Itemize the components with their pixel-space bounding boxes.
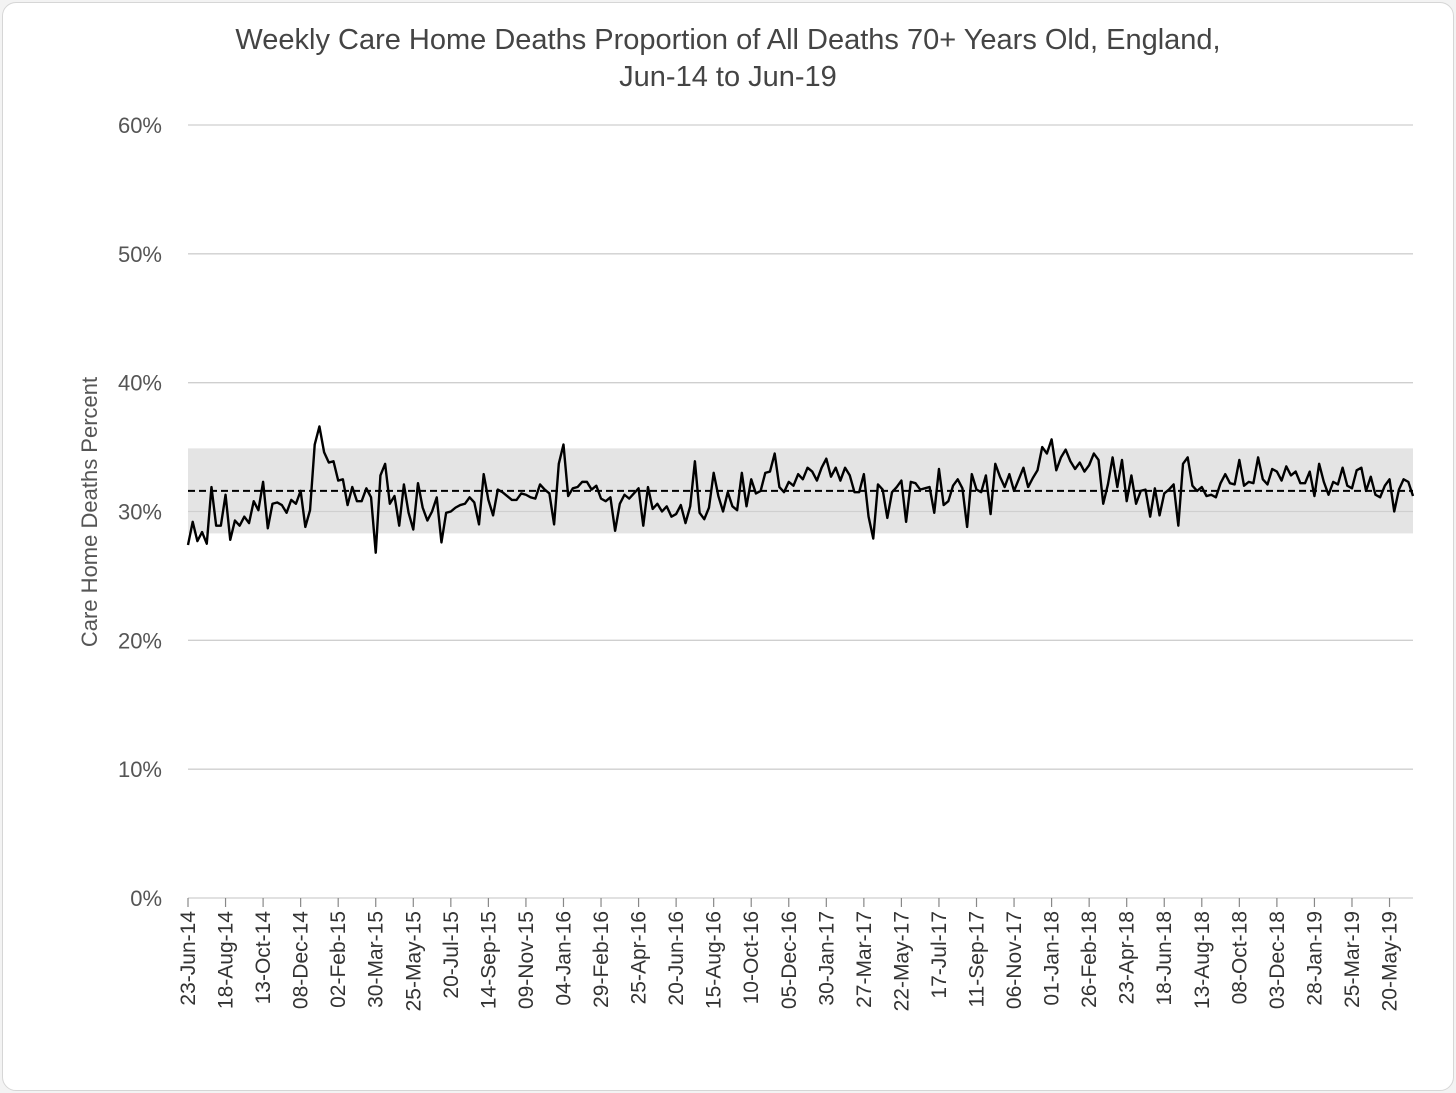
series-line (186, 425, 1415, 554)
x-tick-label: 13-Aug-18 (1191, 911, 1214, 1009)
x-tick-label: 03-Dec-18 (1266, 911, 1289, 1009)
x-axis: 23-Jun-14 18-Aug-14 13-Oct-14 08-Dec-14 02-F… (177, 898, 1402, 1011)
x-tick-label: 06-Nov-17 (1003, 911, 1026, 1009)
y-tick-label: 10% (118, 757, 162, 782)
x-tick-label: 02-Feb-15 (327, 911, 350, 1008)
x-tick-label: 29-Feb-16 (590, 911, 613, 1008)
control-band-layer (188, 448, 1413, 534)
x-tick-label: 30-Mar-15 (365, 911, 388, 1008)
x-tick-label: 17-Jul-17 (928, 911, 951, 999)
y-tick-label: 30% (118, 500, 162, 525)
x-tick-label: 23-Apr-18 (1116, 911, 1139, 1004)
x-tick-label: 10-Oct-16 (740, 911, 763, 1004)
x-tick-label: 22-May-17 (890, 911, 913, 1011)
chart-subtitle: Jun-14 to Jun-19 (619, 61, 837, 93)
x-tick-label: 20-Jun-16 (665, 911, 688, 1006)
y-tick-label: 40% (118, 371, 162, 396)
x-tick-label: 28-Jan-19 (1303, 911, 1326, 1006)
x-tick-label: 04-Jan-16 (552, 911, 575, 1006)
x-tick-label: 20-May-19 (1379, 911, 1402, 1011)
y-axis-label: Care Home Deaths Percent (77, 377, 102, 647)
series-layer (186, 425, 1415, 554)
x-tick-label: 08-Dec-14 (290, 911, 313, 1009)
gridlines (188, 124, 1413, 899)
x-tick-label: 18-Aug-14 (215, 911, 238, 1009)
x-tick-label: 20-Jul-15 (440, 911, 463, 999)
x-tick-label: 01-Jan-18 (1041, 911, 1064, 1006)
x-tick-label: 11-Sep-17 (966, 911, 989, 1008)
x-tick-label: 30-Jan-17 (815, 911, 838, 1006)
y-tick-label: 0% (130, 886, 162, 911)
y-tick-label: 20% (118, 628, 162, 653)
x-tick-label: 18-Jun-18 (1153, 911, 1176, 1006)
x-tick-label: 08-Oct-18 (1228, 911, 1251, 1004)
control-band (188, 448, 1413, 534)
x-tick-label: 25-Mar-19 (1341, 911, 1364, 1008)
y-axis-ticks: 0% 10% 20% 30% 40% 50% 60% (118, 113, 162, 911)
x-tick-label: 14-Sep-15 (477, 911, 500, 1009)
x-tick-label: 23-Jun-14 (177, 911, 200, 1006)
x-tick-label: 27-Mar-17 (853, 911, 876, 1008)
y-tick-label: 50% (118, 242, 162, 267)
x-tick-label: 25-Apr-16 (628, 911, 651, 1004)
y-tick-label: 60% (118, 113, 162, 138)
x-tick-label: 09-Nov-15 (515, 911, 538, 1009)
x-tick-label: 15-Aug-16 (703, 911, 726, 1009)
x-tick-label: 26-Feb-18 (1078, 911, 1101, 1008)
x-tick-label: 05-Dec-16 (778, 911, 801, 1009)
chart-title: Weekly Care Home Deaths Proportion of Al… (235, 24, 1220, 56)
x-tick-label: 25-May-15 (402, 911, 425, 1011)
x-tick-label: 13-Oct-14 (252, 911, 275, 1005)
